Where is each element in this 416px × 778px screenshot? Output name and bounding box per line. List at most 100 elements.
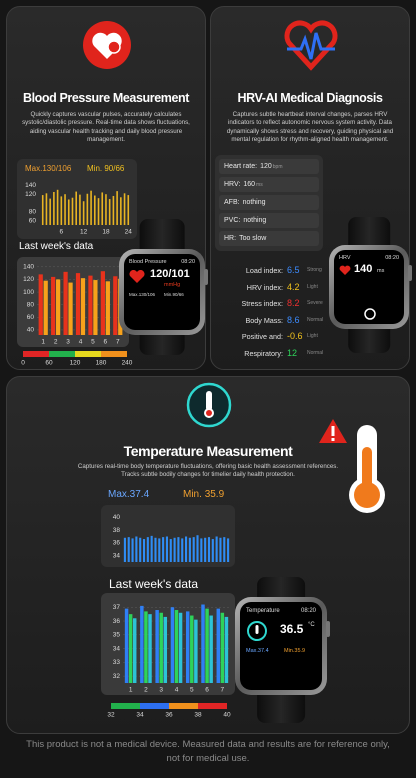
y-tick-label: 140 [23,264,34,271]
bar [219,537,222,562]
watch-time: 08:20 [181,259,195,265]
bar [127,537,130,562]
index-label: Respiratory: [244,348,283,358]
bar [41,195,44,225]
y-tick-label: 36 [113,540,121,547]
row-label: AFB: [224,199,240,206]
bar [68,282,73,335]
row-label: PVC: [224,217,241,224]
daily-chart: 40 38 36 34 [113,514,230,562]
x-tick-label: 5 [91,339,95,346]
scale-segment [23,351,49,357]
watch-unit: ms [377,268,385,274]
bar [142,539,146,562]
description: Captures real-time body temperature fluc… [77,463,339,479]
bar [93,280,98,335]
list-row: Heart rate: 120bpm [219,159,319,174]
watch-max: Max.130/106 [129,292,156,297]
bp-watch: Blood Pressure 08:20 120/101 mmHg Max.13… [119,219,208,355]
scale-segment [198,703,227,709]
description: Quickly captures vascular pulses, accura… [22,111,190,144]
list-row: AFB: nothing [219,195,319,210]
index-status: Light [307,283,318,290]
y-tick-label: 36 [113,618,121,625]
index-row: Stress index: 8.2 Severe [211,296,331,311]
bar [75,273,81,335]
scale-segment [75,351,101,357]
bar [105,194,107,225]
bar [123,193,126,225]
bar [201,604,205,683]
watch-title: Blood Pressure [129,259,167,265]
thermo-illustration [319,419,385,513]
index-status: Normal [307,349,324,356]
daily-box: 40 38 36 34 [101,505,235,567]
temp-watch: Temperature 08:20 36.5 °C Max.37.4 Min.3… [235,577,330,723]
row-value: nothing [242,199,266,206]
min-label: Min. [87,164,103,173]
scale-label: 36 [165,712,173,719]
bar [223,537,226,562]
bar [144,611,148,683]
watch-title: Temperature [246,608,280,614]
weekly-box: 37 36 35 34 33 32 1 2 3 4 5 6 7 [101,593,235,695]
weekly-title: Last week's data [109,577,199,591]
y-tick-label: 34 [113,645,121,652]
scale-segment [49,351,75,357]
index-label: HRV index: [246,282,283,292]
bar [170,607,175,683]
bar [150,535,153,562]
bar [56,189,59,225]
bar [123,537,126,562]
index-row: HRV index: 4.2 Light [211,280,331,295]
watch-reading: 36.5 [280,622,304,636]
bar [112,195,115,225]
bar [97,198,100,225]
bar [209,615,213,683]
min: Min. 90/66 [87,164,124,173]
max-label: Max. [108,489,130,500]
bar [192,537,195,562]
bar [43,280,48,335]
y-tick-label: 60 [29,217,37,224]
bar [45,193,48,225]
y-tick-label: 32 [113,673,121,680]
x-tick-label: 6 [60,229,64,236]
scale-label: 38 [194,712,202,719]
scale-label: 0 [21,360,25,367]
bar [158,538,161,562]
row-unit: bpm [272,164,283,170]
bar [216,608,221,683]
bar [94,195,96,225]
hrv-indices: Load index: 6.5 Strong HRV index: 4.2 Light St… [211,263,331,363]
scale-label: 34 [136,712,144,719]
bar [120,197,122,225]
scale-label: 180 [96,360,107,367]
watch-icon [129,270,145,283]
bar [211,539,214,562]
x-tick-label: 5 [190,687,194,694]
bar [224,616,229,683]
bar [178,612,183,683]
x-tick-label: 3 [66,339,70,346]
bar [162,537,165,562]
bar [194,619,198,683]
watch-reading: 140 [354,263,373,275]
index-row: Body Mass: 8.6 Normal [211,313,331,328]
bar [38,274,43,335]
y-tick-label: 40 [27,327,35,334]
bar [67,199,70,225]
bar [204,537,207,562]
temp-icon [186,382,232,428]
bar [173,537,176,562]
index-status: Severe [307,300,323,306]
min-value: 35.9 [204,489,225,500]
row-value: nothing [243,217,267,224]
scale-segment [101,351,127,357]
watch-unit: mmHg [164,282,181,288]
row-unit: ms [256,182,263,188]
y-tick-label: 35 [113,632,121,639]
bar [185,611,190,683]
